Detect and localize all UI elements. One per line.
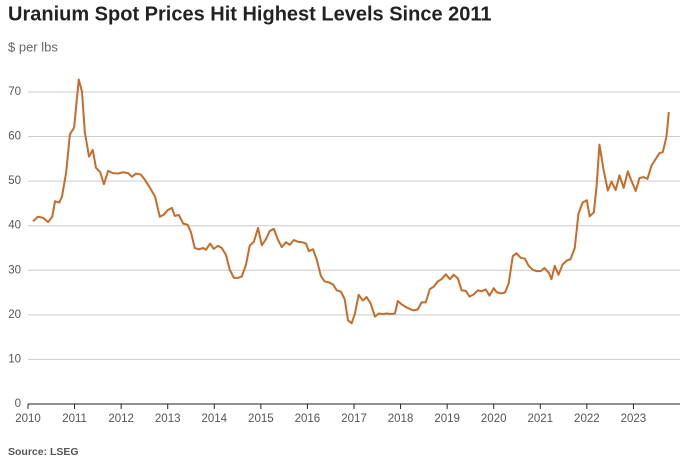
x-tick-label: 2017 (341, 413, 367, 425)
y-tick-label: 60 (8, 131, 21, 143)
x-tick-label: 2011 (62, 413, 87, 425)
y-tick-label: 40 (8, 220, 21, 232)
chart-title: Uranium Spot Prices Hit Highest Levels S… (8, 3, 492, 25)
x-tick-label: 2010 (15, 413, 41, 425)
y-tick-label: 70 (8, 86, 21, 98)
x-tick-label: 2021 (527, 413, 553, 425)
x-tick-label: 2023 (621, 413, 647, 425)
x-tick-label: 2022 (574, 413, 600, 425)
y-tick-label: 10 (8, 353, 21, 365)
x-tick-label: 2019 (434, 413, 460, 425)
x-tick-label: 2014 (201, 413, 227, 425)
x-tick-label: 2012 (108, 413, 134, 425)
source-note: Source: LSEG (8, 446, 79, 458)
y-tick-label: 20 (8, 309, 21, 321)
y-tick-label: 50 (8, 175, 21, 187)
x-tick-label: 2018 (388, 413, 414, 425)
y-tick-label: 30 (8, 264, 21, 276)
x-tick-label: 2013 (155, 413, 181, 425)
y-tick-label: 0 (15, 398, 21, 410)
price-line (32, 78, 670, 325)
x-tick-label: 2016 (295, 413, 321, 425)
chart-subtitle: $ per lbs (8, 39, 58, 54)
x-tick-label: 2015 (248, 413, 274, 425)
x-tick-label: 2020 (481, 413, 507, 425)
